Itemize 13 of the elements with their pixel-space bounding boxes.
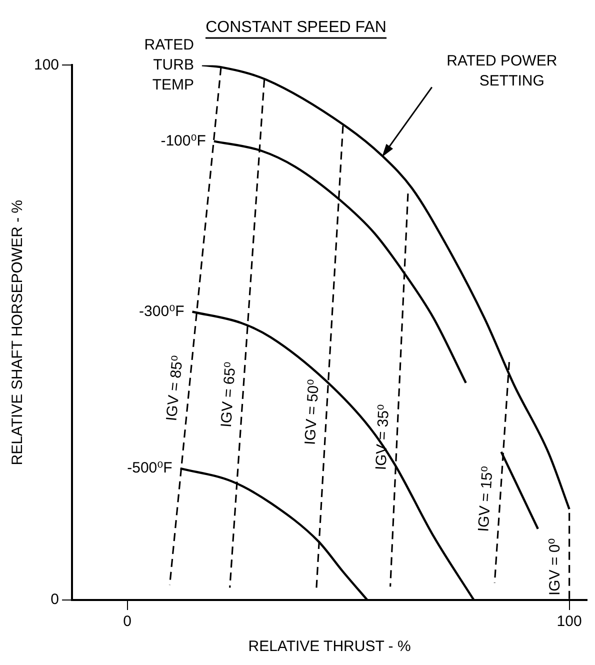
text: IGV = 85⁰ (163, 354, 187, 422)
series-label: RATED TURB TEMP (144, 36, 194, 94)
text: IGV = 0⁰ (546, 538, 564, 596)
chart-title: CONSTANT SPEED FAN (206, 19, 386, 36)
text: IGV = 15⁰ (475, 466, 496, 532)
y-axis-title: RELATIVE SHAFT HORSEPOWER - % (9, 200, 26, 466)
series-label: -100⁰F (160, 132, 206, 150)
annotation: RATED POWER SETTING (446, 52, 558, 90)
text: IGV = 50⁰ (302, 378, 323, 446)
x-axis-title: RELATIVE THRUST - % (248, 638, 411, 656)
series-label: -300⁰F (139, 302, 184, 320)
series-label: -500⁰F (127, 460, 172, 477)
text: IGV = 65⁰ (218, 361, 240, 428)
